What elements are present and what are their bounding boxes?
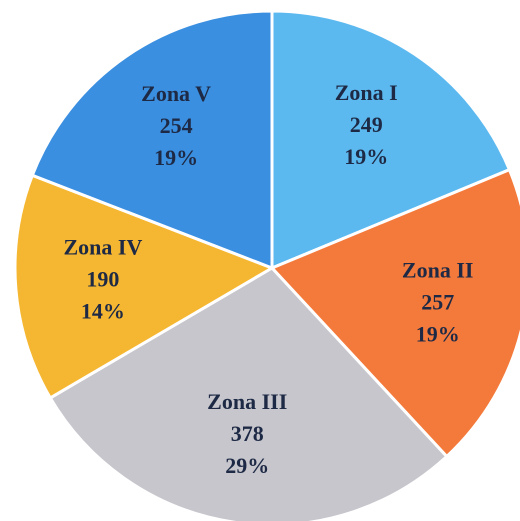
slice-name: Zona IV xyxy=(63,235,142,260)
slice-percent: 19% xyxy=(154,145,198,170)
slice-value: 254 xyxy=(160,113,193,138)
slice-percent: 29% xyxy=(225,453,269,478)
slice-percent: 19% xyxy=(344,144,388,169)
slice-value: 378 xyxy=(231,421,264,446)
pie-slice xyxy=(270,9,512,271)
pie-slice xyxy=(30,9,274,271)
slice-percent: 14% xyxy=(81,299,125,324)
slice-value: 190 xyxy=(86,267,119,292)
slice-name: Zona III xyxy=(207,389,287,414)
pie-slice xyxy=(269,167,520,459)
slice-value: 249 xyxy=(350,112,383,137)
slice-value: 257 xyxy=(421,289,454,314)
slice-name: Zona V xyxy=(141,81,211,106)
pie-slice xyxy=(48,266,449,521)
slice-name: Zona II xyxy=(402,257,474,282)
pie-slice xyxy=(13,173,276,400)
slice-percent: 19% xyxy=(416,321,460,346)
slice-name: Zona I xyxy=(335,80,398,105)
